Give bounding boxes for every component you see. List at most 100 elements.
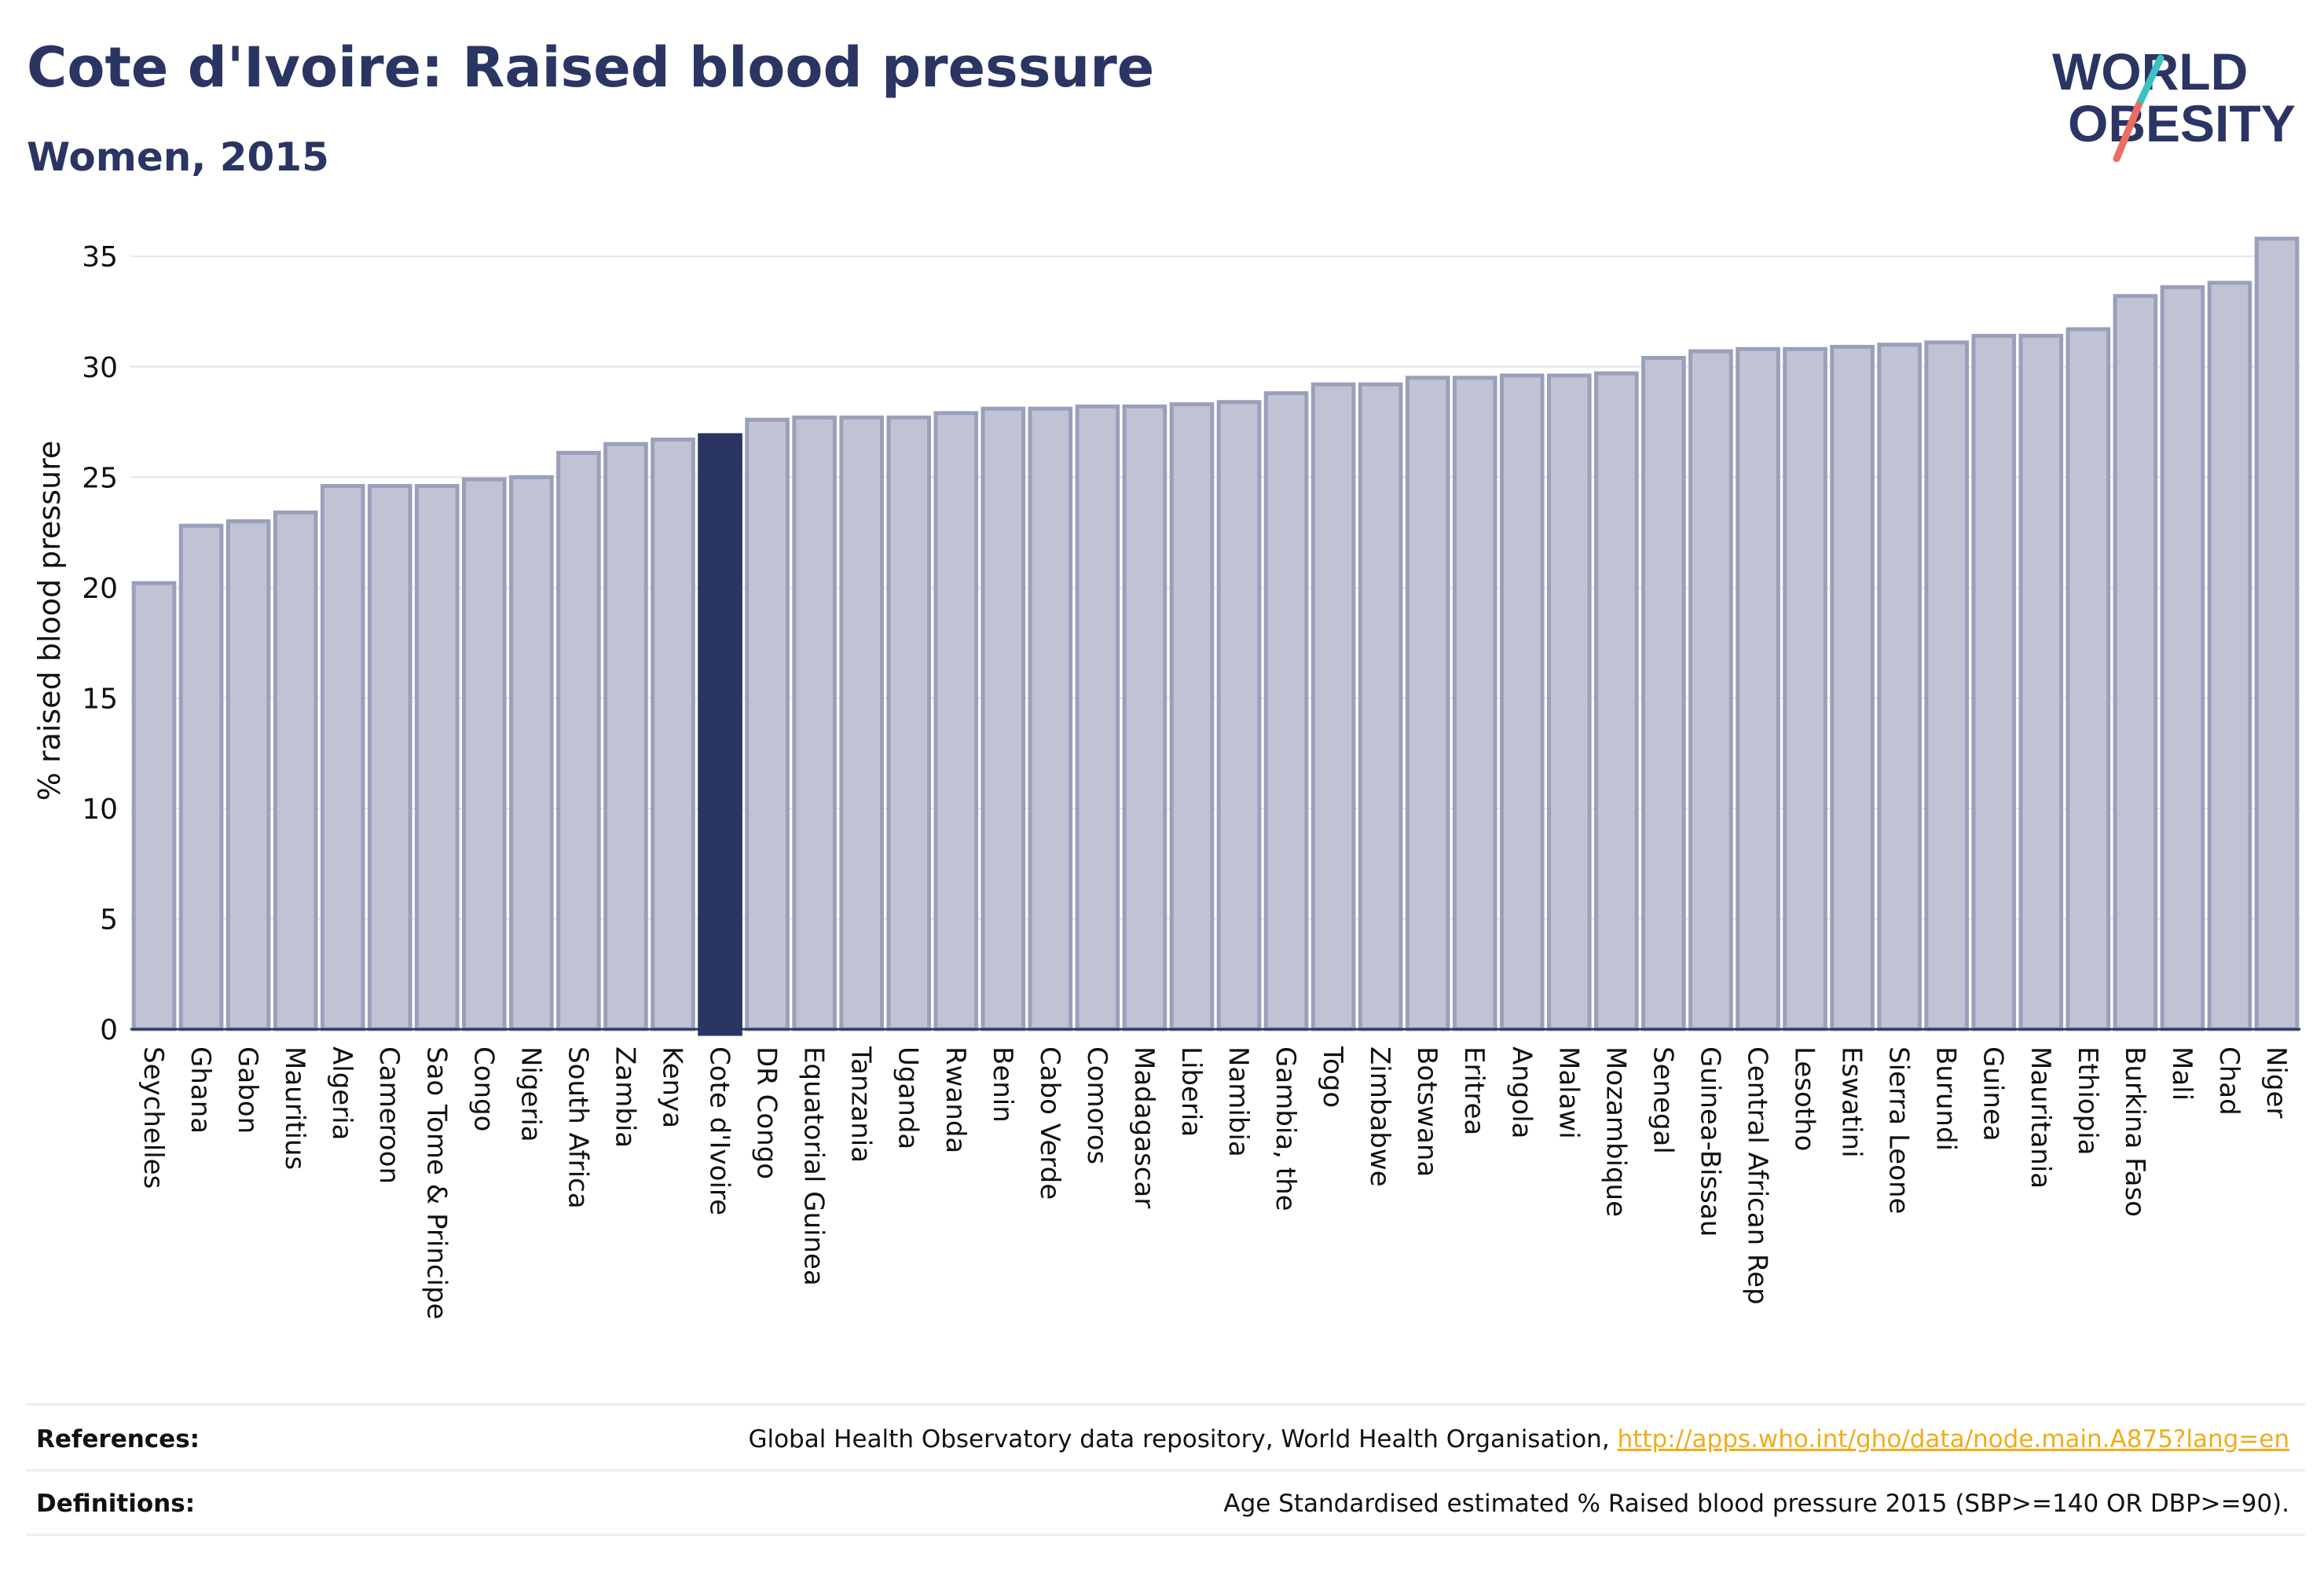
- bar-lesotho: [1783, 346, 1827, 1032]
- page-subtitle: Women, 2015: [27, 134, 329, 180]
- bar-sao-tome-principe: [414, 484, 460, 1032]
- x-tick-label: Angola: [1505, 1046, 1537, 1138]
- references-text: Global Health Observatory data repositor…: [748, 1425, 1618, 1453]
- x-tick-label: DR Congo: [751, 1046, 783, 1179]
- x-tick-label: Ghana: [185, 1046, 216, 1134]
- x-tick-label: Mauritania: [2025, 1046, 2056, 1189]
- bar-zimbabwe: [1358, 382, 1403, 1032]
- bar-nigeria: [509, 475, 554, 1032]
- x-tick-label: Lesotho: [1789, 1046, 1820, 1151]
- bar-malawi: [1547, 373, 1592, 1032]
- bar-angola: [1499, 373, 1545, 1032]
- y-tick-label: 30: [82, 352, 118, 384]
- bar-chad: [2207, 280, 2253, 1032]
- definitions-text: Age Standardised estimated % Raised bloo…: [1223, 1490, 2289, 1518]
- x-tick-label: Congo: [467, 1046, 499, 1131]
- bar-rwanda: [933, 411, 979, 1032]
- bars: [131, 236, 2300, 1036]
- footer-divider-middle: [27, 1469, 2305, 1472]
- y-axis-label: % raised blood pressure: [32, 441, 67, 801]
- x-tick-label: Seychelles: [137, 1046, 169, 1189]
- logo-line2: OBESITY: [2068, 94, 2296, 152]
- world-obesity-logo: WORLD OBESITY: [2052, 42, 2296, 163]
- x-tick-label: Guinea: [1978, 1046, 2009, 1142]
- logo-slash-top: [2135, 54, 2165, 109]
- x-tick-label: Mozambique: [1600, 1046, 1631, 1217]
- x-tick-label: Algeria: [326, 1046, 357, 1140]
- bar-uganda: [886, 415, 932, 1032]
- x-tick-label: Rwanda: [940, 1046, 971, 1153]
- x-tick-label: Eritrea: [1458, 1046, 1490, 1135]
- y-tick-label: 0: [100, 1014, 118, 1046]
- bar-cameroon: [367, 484, 412, 1032]
- x-tick-label: Sierra Leone: [1883, 1046, 1915, 1214]
- bar-namibia: [1216, 400, 1262, 1032]
- x-tick-label: Niger: [2260, 1046, 2292, 1118]
- bar-dr-congo: [745, 417, 790, 1032]
- bar-seychelles: [131, 581, 177, 1032]
- bar-south-africa: [556, 450, 601, 1032]
- y-tick-label: 15: [82, 683, 118, 715]
- bar-kenya: [651, 438, 695, 1032]
- x-axis-labels: Seychelles Ghana Gabon Mauritius Algeria Came…: [137, 1046, 2292, 1320]
- bar-benin: [981, 406, 1026, 1032]
- bar-mauritania: [2018, 333, 2064, 1032]
- bar-central-african-rep: [1736, 346, 1780, 1032]
- y-tick-label: 5: [100, 903, 118, 936]
- x-tick-label: Benin: [987, 1046, 1018, 1123]
- x-tick-label: Burkina Faso: [2119, 1046, 2150, 1217]
- bar-chart: 0 5 10 15 20 25 30 35 Seychelles Ghana Gabon Mauri…: [32, 236, 2300, 1320]
- x-tick-label: Guinea-Bissau: [1694, 1046, 1725, 1237]
- y-tick-label: 10: [82, 793, 118, 826]
- x-tick-label: Zimbabwe: [1364, 1046, 1395, 1187]
- x-tick-label: Gambia, the: [1270, 1046, 1301, 1211]
- bar-zambia: [603, 442, 648, 1032]
- x-tick-label: South Africa: [562, 1046, 593, 1209]
- footer-divider-top: [27, 1403, 2305, 1406]
- bar-ethiopia: [2066, 327, 2111, 1032]
- references-value: Global Health Observatory data repositor…: [748, 1425, 2305, 1453]
- footer-divider-bottom: [27, 1534, 2305, 1536]
- definitions-row: Definitions: Age Standardised estimated …: [27, 1472, 2305, 1535]
- bar-niger: [2254, 236, 2300, 1032]
- y-tick-label: 35: [82, 241, 118, 273]
- x-tick-label: Senegal: [1647, 1046, 1678, 1154]
- x-tick-label: Liberia: [1175, 1046, 1207, 1137]
- x-tick-label: Cabo Verde: [1034, 1046, 1065, 1200]
- x-tick-label: Botswana: [1411, 1046, 1442, 1177]
- bar-guinea: [1971, 333, 2017, 1032]
- page-title: Cote d'Ivoire: Raised blood pressure: [27, 35, 1155, 100]
- bar-burundi: [1924, 340, 1969, 1032]
- references-row: References: Global Health Observatory da…: [27, 1408, 2305, 1471]
- bar-tanzania: [839, 415, 884, 1032]
- x-tick-label: Equatorial Guinea: [798, 1046, 830, 1286]
- bar-congo: [462, 477, 507, 1032]
- references-link[interactable]: http://apps.who.int/gho/data/node.main.A…: [1617, 1425, 2289, 1453]
- x-tick-label: Ethiopia: [2072, 1046, 2103, 1155]
- y-tick-label: 25: [82, 462, 118, 494]
- bar-gambia-the: [1263, 390, 1309, 1032]
- bar-madagascar: [1122, 404, 1167, 1032]
- bar-cabo-verde: [1028, 406, 1073, 1032]
- x-tick-label: Mali: [2166, 1046, 2198, 1101]
- bar-sierra-leone: [1877, 343, 1922, 1032]
- bar-liberia: [1169, 402, 1215, 1032]
- bar-algeria: [320, 484, 365, 1032]
- bar-eswatini: [1830, 344, 1875, 1032]
- x-tick-label: Togo: [1317, 1046, 1348, 1108]
- x-tick-label: Kenya: [657, 1046, 688, 1128]
- x-tick-label: Eswatini: [1836, 1046, 1868, 1158]
- x-tick-label: Nigeria: [515, 1046, 546, 1142]
- bar-ghana: [178, 523, 224, 1032]
- y-axis-ticks: 0 5 10 15 20 25 30 35: [82, 241, 118, 1046]
- logo-slash-bottom: [2113, 101, 2143, 163]
- bar-gabon: [225, 519, 271, 1032]
- x-tick-label: Cameroon: [373, 1046, 405, 1184]
- bar-botswana: [1405, 376, 1450, 1032]
- y-tick-label: 20: [82, 573, 118, 605]
- x-tick-label: Comoros: [1081, 1046, 1113, 1164]
- bar-mozambique: [1594, 371, 1639, 1032]
- bar-guinea-bissau: [1688, 349, 1733, 1032]
- logo-line1: WORLD: [2052, 42, 2248, 101]
- x-tick-label: Malawi: [1552, 1046, 1584, 1139]
